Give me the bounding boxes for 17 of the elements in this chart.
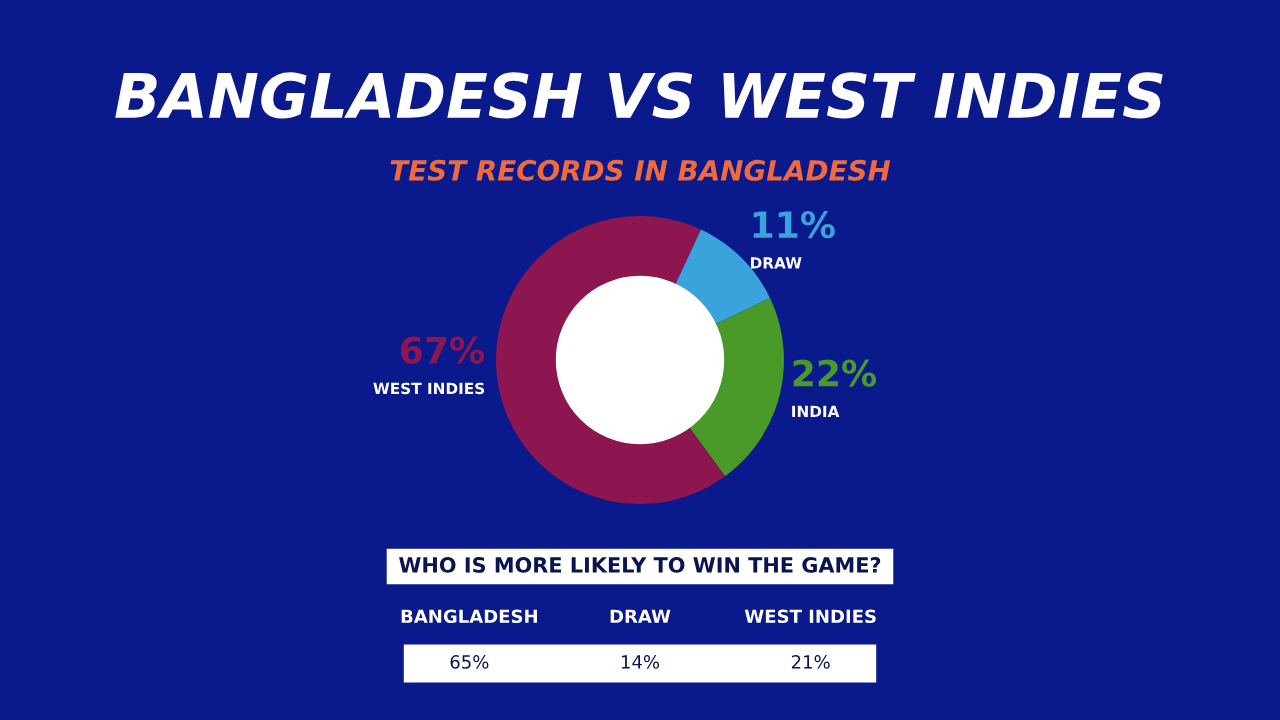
data-label: 11% xyxy=(753,211,835,239)
chart-title: BANGLADESH VS WEST INDIES xyxy=(115,72,1163,119)
category-label: WEST INDIES xyxy=(744,609,876,624)
chart-subtitle: TEST RECORDS IN BANGLADESH xyxy=(390,159,891,181)
text: 14% xyxy=(621,655,660,669)
category-label: DRAW xyxy=(610,609,671,623)
data-label: 22% xyxy=(793,359,877,387)
slice-label: DRAW xyxy=(750,257,802,269)
text: 21% xyxy=(791,655,830,669)
donut-slice xyxy=(689,298,784,477)
text: WHO IS MORE LIKELY TO WIN THE GAME? xyxy=(399,557,881,573)
slice-label: INDIA xyxy=(792,405,840,417)
slice-label: WEST INDIES xyxy=(373,382,485,395)
text: 65% xyxy=(450,655,489,669)
data-label: 67% xyxy=(401,336,485,364)
category-label: BANGLADESH xyxy=(401,609,537,624)
donut-slice xyxy=(496,216,726,504)
